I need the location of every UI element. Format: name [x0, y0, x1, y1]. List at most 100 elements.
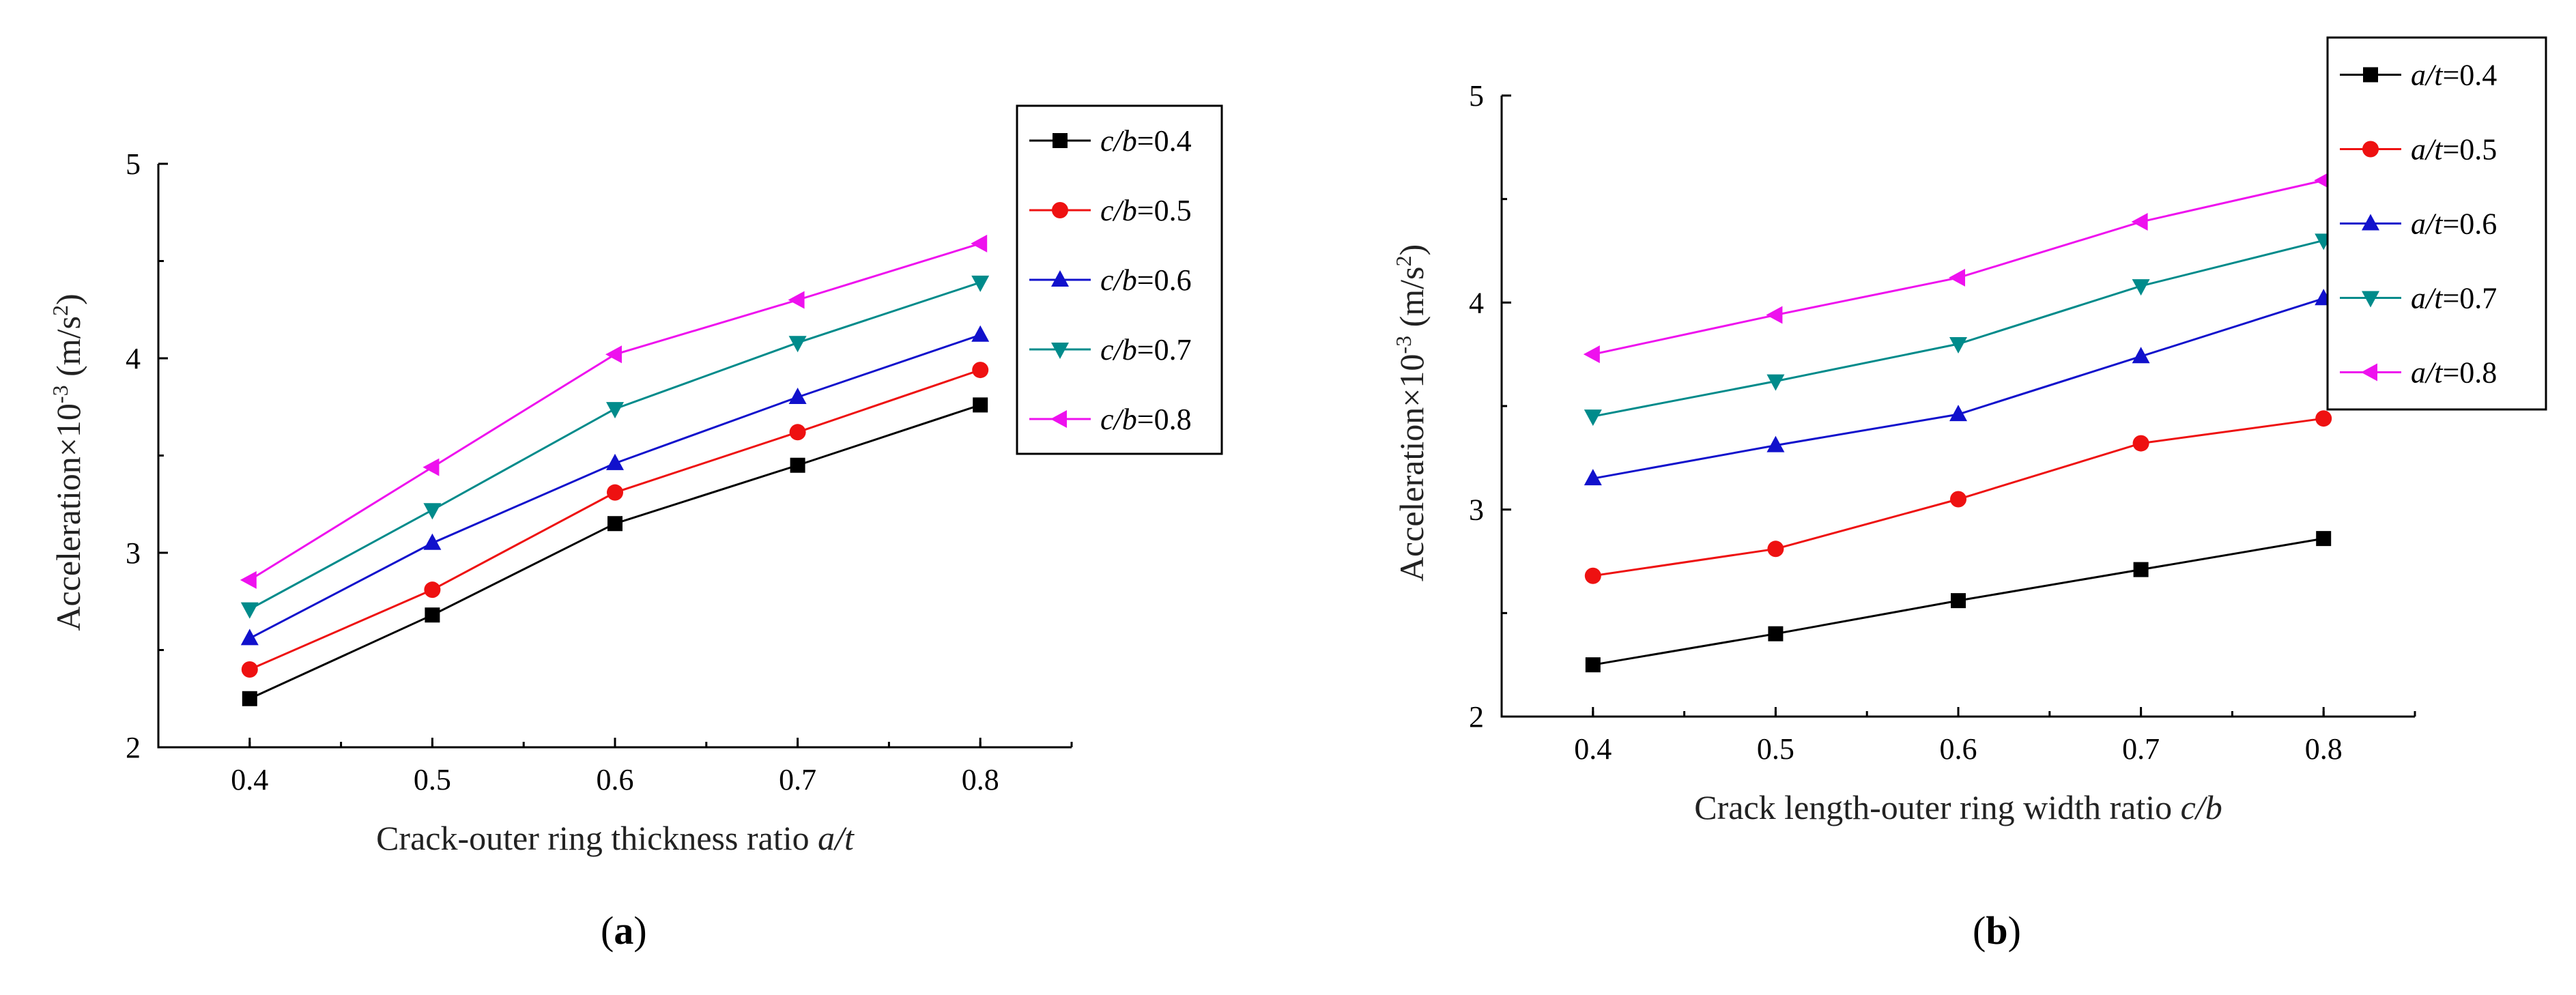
data-point — [423, 458, 440, 476]
panel-label-b: (b) — [1973, 908, 2021, 953]
data-point — [2133, 562, 2149, 577]
data-point — [605, 345, 622, 364]
data-point — [1949, 405, 1967, 422]
x-tick-label: 0.6 — [1940, 732, 1977, 766]
data-point — [1949, 337, 1967, 354]
x-tick-label: 0.7 — [2122, 732, 2160, 766]
x-tick-label: 0.4 — [1574, 732, 1612, 766]
legend-marker — [2361, 363, 2377, 381]
chart-panel-b: 2 3 4 5 0.4 0.5 0.6 0.7 0.8 Crack length-outer ri… — [1290, 0, 2576, 995]
data-point — [423, 503, 442, 520]
x-tick-label: 0.5 — [414, 763, 451, 796]
series-line — [249, 281, 981, 610]
legend: a/t=0.4 a/t=0.5 a/t=0.6 a/t=0.7 a/t=0.8 — [2326, 36, 2547, 411]
x-tick-label: 0.7 — [779, 763, 816, 796]
data-point — [971, 234, 988, 253]
y-tick-label: 2 — [126, 731, 141, 764]
chart-a-svg: 2 3 4 5 0.4 0.5 0.6 0.7 0.8 Crack-outer ring thic… — [48, 104, 1223, 857]
y-tick-label: 4 — [126, 342, 141, 375]
chart-panel-a: 2 3 4 5 0.4 0.5 0.6 0.7 0.8 Crack-outer ring thic… — [0, 0, 1283, 995]
y-tick-label: 2 — [1469, 700, 1484, 734]
legend-entry: a/t=0.7 — [2411, 282, 2497, 315]
data-point — [1585, 657, 1601, 673]
y-tick-label: 5 — [1469, 79, 1484, 113]
x-axis-title: Crack length-outer ring width ratio c/b — [1694, 788, 2222, 826]
data-point — [1767, 540, 1784, 558]
data-point — [788, 291, 805, 309]
data-point — [606, 402, 624, 419]
legend-marker — [1050, 410, 1067, 428]
data-point — [424, 581, 441, 599]
legend-marker — [2363, 67, 2378, 83]
legend-marker — [1051, 343, 1069, 359]
data-point — [423, 533, 442, 550]
panel-label-a: (a) — [601, 908, 647, 953]
data-point — [1766, 306, 1783, 324]
series-c-b-0-4 — [242, 397, 988, 706]
data-point — [1583, 345, 1600, 364]
legend-marker — [2362, 214, 2379, 231]
legend-entry: c/b=0.8 — [1100, 403, 1192, 436]
legend-entry: a/t=0.8 — [2411, 356, 2497, 390]
data-point — [1584, 409, 1602, 427]
data-point — [2314, 171, 2331, 190]
panel-label-a-text: a — [614, 908, 634, 953]
chart-b-svg: 2 3 4 5 0.4 0.5 0.6 0.7 0.8 Crack length-outer ri… — [1391, 36, 2547, 826]
data-point — [971, 275, 990, 292]
legend-entry: c/b=0.6 — [1100, 263, 1192, 297]
data-point — [1584, 469, 1602, 486]
data-point — [240, 602, 259, 619]
series-c-b-0-8 — [240, 234, 988, 589]
legend-marker — [2362, 291, 2379, 308]
series-line — [249, 403, 981, 700]
data-point — [1584, 567, 1601, 584]
data-point — [2315, 410, 2332, 427]
data-point — [1768, 626, 1784, 641]
y-axis-title: Acceleration×10-3 (m/s2) — [1391, 244, 1431, 581]
data-point — [1950, 491, 1966, 508]
series-a-t-0-6 — [1584, 289, 2333, 486]
x-tick-label: 0.4 — [231, 763, 268, 796]
series-a-t-0-4 — [1585, 531, 2332, 673]
data-point — [788, 336, 807, 353]
series-a-t-0-8 — [1583, 171, 2331, 364]
y-tick-label: 3 — [126, 536, 141, 570]
series-a-t-0-5 — [1584, 410, 2332, 584]
data-point — [971, 325, 990, 342]
data-point — [789, 424, 806, 441]
legend-marker — [1053, 133, 1068, 148]
legend-marker — [1051, 270, 1069, 287]
data-point — [1949, 268, 1965, 287]
data-point — [607, 516, 622, 532]
data-point — [241, 661, 258, 678]
legend-entry: a/t=0.6 — [2411, 207, 2497, 241]
series-line — [1592, 297, 2324, 480]
legend-entry: c/b=0.4 — [1100, 124, 1192, 158]
data-point — [1766, 374, 1785, 391]
data-point — [973, 397, 988, 413]
series-c-b-0-5 — [241, 362, 989, 678]
y-tick-label: 4 — [1469, 286, 1484, 319]
legend-entry: c/b=0.5 — [1100, 194, 1192, 227]
x-tick-label: 0.6 — [597, 763, 634, 796]
x-tick-label: 0.8 — [962, 763, 999, 796]
x-tick-label: 0.5 — [1757, 732, 1794, 766]
data-point — [972, 362, 989, 379]
y-tick-label: 5 — [126, 147, 141, 181]
x-axis-title: Crack-outer ring thickness ratio a/t — [376, 819, 855, 857]
data-point — [1951, 593, 1966, 609]
data-point — [606, 453, 624, 470]
legend-marker — [1052, 202, 1068, 218]
data-point — [607, 484, 623, 501]
data-point — [790, 457, 805, 473]
series-a-t-0-7 — [1584, 233, 2333, 427]
legend-entry: a/t=0.5 — [2411, 133, 2497, 167]
y-tick-label: 3 — [1469, 493, 1484, 527]
data-point — [242, 691, 257, 706]
legend-entry: a/t=0.4 — [2411, 59, 2497, 92]
x-tick-label: 0.8 — [2305, 732, 2343, 766]
legend: c/b=0.4 c/b=0.5 c/b=0.6 c/b=0.7 c/b=0.8 — [1016, 104, 1223, 455]
data-point — [425, 607, 440, 623]
data-point — [2132, 435, 2149, 452]
series-line — [1592, 239, 2324, 418]
